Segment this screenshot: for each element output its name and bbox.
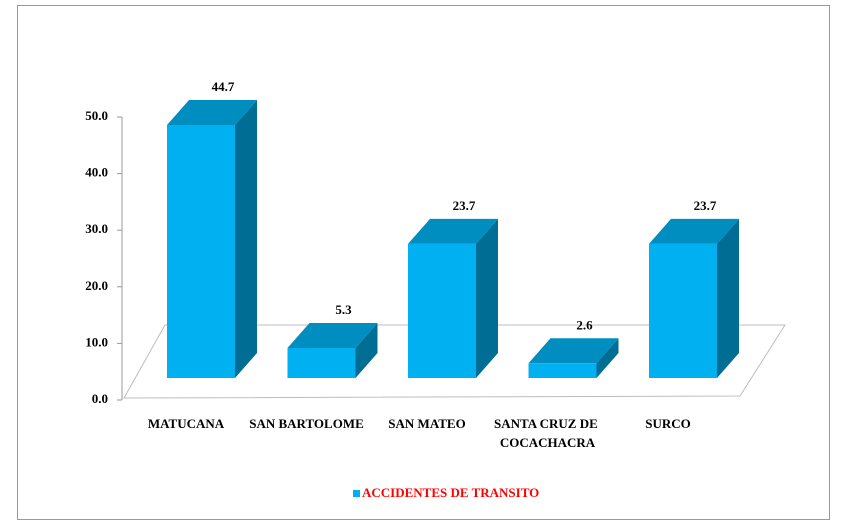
bar-top <box>408 218 498 244</box>
bar-side <box>717 218 739 378</box>
bar <box>167 124 235 378</box>
bar-side <box>476 218 498 378</box>
bar-top <box>287 323 378 349</box>
x-tick-label: SURCO <box>645 416 691 431</box>
data-label: 23.7 <box>694 198 717 213</box>
bar <box>408 243 476 378</box>
data-label: 44.7 <box>212 79 235 94</box>
y-tick-label: 20.0 <box>85 278 108 293</box>
bar <box>287 348 356 378</box>
legend-label: ACCIDENTES DE TRANSITO <box>362 485 539 500</box>
bar <box>649 243 717 378</box>
y-tick-label: 50.0 <box>85 108 108 123</box>
bar-top <box>528 338 619 364</box>
data-label: 23.7 <box>453 198 476 213</box>
bar-side <box>235 99 257 379</box>
y-tick-label: 0.0 <box>92 391 108 406</box>
bar <box>528 363 597 378</box>
y-tick-label: 40.0 <box>85 165 108 180</box>
x-tick-label: SAN BARTOLOME <box>249 416 364 431</box>
x-tick-label: MATUCANA <box>148 416 225 431</box>
bar-top <box>649 218 739 244</box>
data-label: 2.6 <box>576 317 593 332</box>
data-label: 5.3 <box>335 302 352 317</box>
bar-side <box>596 338 619 378</box>
x-tick-label: SAN MATEO <box>388 416 465 431</box>
legend-swatch <box>353 490 360 497</box>
y-tick-label: 10.0 <box>85 334 108 349</box>
bar-top <box>167 99 257 125</box>
y-tick-label: 30.0 <box>85 221 108 236</box>
bar-side <box>355 323 378 378</box>
x-tick-label: SANTA CRUZ DE COCACHACRA <box>494 416 601 450</box>
floor <box>123 324 786 399</box>
